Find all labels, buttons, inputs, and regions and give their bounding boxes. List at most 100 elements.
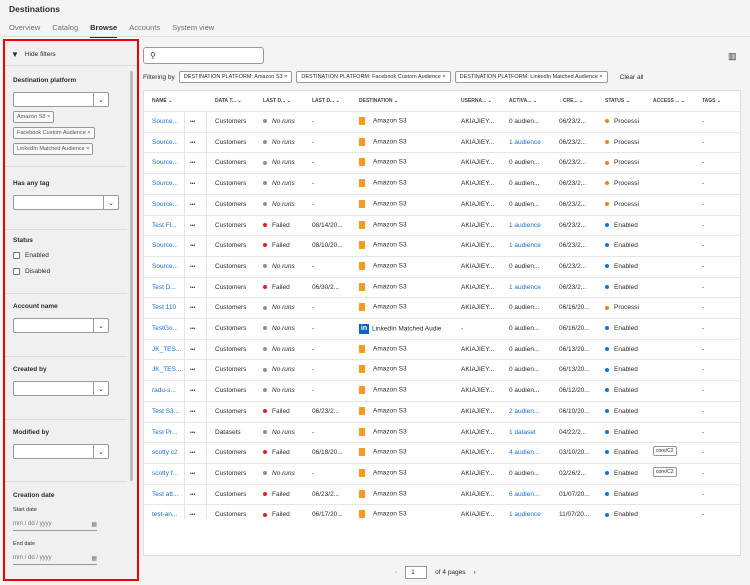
more-actions-icon[interactable]: ••• — [190, 491, 196, 498]
cell-name[interactable]: TestGo... — [152, 325, 179, 332]
more-actions-icon[interactable]: ••• — [190, 201, 196, 208]
calendar-icon[interactable]: ▦ — [91, 521, 97, 528]
search-input[interactable]: ⚲ — [143, 47, 264, 64]
cell-name[interactable]: Test att... — [152, 490, 179, 498]
table-row[interactable]: Source... Customers Failed 08/10/20... Amazo… — [144, 235, 740, 256]
tab-browse[interactable]: Browse — [90, 23, 118, 38]
tab-catalog[interactable]: Catalog — [52, 23, 79, 32]
column-header-tags[interactable]: TAGS ⌄ — [702, 98, 722, 104]
status-disabled-checkbox[interactable]: Disabled — [13, 268, 125, 275]
table-row[interactable]: Source... Customers No runs - Amazon S3 AKIAJ… — [144, 111, 740, 132]
column-header-destination[interactable]: DESTINATION ⌄ — [359, 98, 399, 104]
cell-name[interactable]: Test S3... — [152, 407, 180, 415]
column-header-activated[interactable]: ACTIVA... ⌄ — [509, 98, 538, 104]
end-date-input[interactable]: mm / dd / yyyy ▦ — [13, 552, 97, 565]
hide-filters-button[interactable]: ▼ Hide filters — [11, 50, 56, 59]
cell-activated[interactable]: 1 dataset — [509, 428, 536, 436]
more-actions-icon[interactable]: ••• — [190, 243, 196, 250]
cell-name[interactable]: Test Pr... — [152, 428, 178, 436]
page-input[interactable]: 1 — [405, 566, 428, 579]
account-name-combobox[interactable]: ⌄ — [13, 318, 109, 333]
chevron-down-icon[interactable]: ⌄ — [103, 196, 118, 209]
cell-name[interactable]: Test D... — [152, 283, 176, 291]
column-header-data-type[interactable]: DATA T... ⌄ — [215, 98, 242, 104]
column-header-created[interactable]: ↓ CRE... ⌄ — [559, 98, 584, 104]
cell-activated[interactable]: 1 audience — [509, 221, 541, 229]
table-row[interactable]: Source... Customers No runs - Amazon S3 AKIAJ… — [144, 152, 740, 173]
chevron-left-icon[interactable]: ‹ — [395, 569, 398, 576]
column-header-last-dataflow-status[interactable]: LAST D... ⌄ — [263, 98, 291, 104]
start-date-input[interactable]: mm / dd / yyyy ▦ — [13, 518, 97, 531]
close-icon[interactable]: × — [86, 146, 90, 152]
more-actions-icon[interactable]: ••• — [190, 346, 196, 353]
cell-name[interactable]: JK_TES... — [152, 345, 182, 353]
cell-activated[interactable]: 1 audience — [509, 138, 541, 146]
table-row[interactable]: radu-s... Customers No runs - Amazon S3 AKIAJ… — [144, 380, 740, 401]
table-row[interactable]: JK_TES... Customers No runs - Amazon S3 AKIAJ… — [144, 338, 740, 360]
close-icon[interactable]: × — [46, 114, 51, 120]
tab-overview[interactable]: Overview — [9, 23, 41, 32]
tab-system-view[interactable]: System view — [172, 23, 215, 32]
more-actions-icon[interactable]: ••• — [190, 160, 196, 167]
calendar-icon[interactable]: ▦ — [91, 555, 97, 562]
cell-name[interactable]: Source... — [152, 262, 179, 270]
more-actions-icon[interactable]: ••• — [190, 222, 196, 229]
table-row[interactable]: Test D... Customers Failed 06/30/2... Amazon… — [144, 276, 740, 298]
cell-activated[interactable]: 4 audien... — [509, 449, 540, 457]
column-header-username[interactable]: USERNA... ⌄ — [461, 98, 492, 104]
destination-platform-combobox[interactable]: ⌄ — [13, 92, 109, 107]
table-row[interactable]: Source... Customers No runs - Amazon S3 AKIAJ… — [144, 173, 740, 194]
more-actions-icon[interactable]: ••• — [190, 263, 196, 270]
cell-activated[interactable]: 1 audience — [509, 242, 541, 250]
cell-name[interactable]: scotty f... — [152, 469, 179, 477]
more-actions-icon[interactable]: ••• — [190, 284, 196, 291]
cell-activated[interactable]: 6 audien... — [509, 490, 540, 498]
more-actions-icon[interactable]: ••• — [190, 512, 196, 519]
cell-name[interactable]: Source... — [152, 118, 179, 125]
chevron-down-icon[interactable]: ⌄ — [93, 319, 108, 332]
more-actions-icon[interactable]: ••• — [190, 367, 196, 374]
table-row[interactable]: test-an... Customers Failed 06/17/20... Amaz… — [144, 504, 740, 525]
column-header-status[interactable]: STATUS ⌄ — [605, 98, 630, 104]
table-row[interactable]: Source... Customers No runs - Amazon S3 AKIAJ… — [144, 131, 740, 153]
column-settings-icon[interactable]: ▥ — [728, 51, 737, 61]
cell-name[interactable]: Source... — [152, 159, 179, 167]
cell-name[interactable]: scotty c2 — [152, 449, 178, 457]
has-tag-combobox[interactable]: ⌄ — [13, 195, 119, 210]
more-actions-icon[interactable]: ••• — [190, 139, 196, 146]
tab-accounts[interactable]: Accounts — [129, 23, 161, 32]
cell-name[interactable]: Test 110 — [152, 304, 177, 312]
column-header-name[interactable]: NAME ⌄ — [152, 98, 173, 104]
cell-activated[interactable]: 1 audience — [509, 511, 541, 519]
table-row[interactable]: scotty f... Customers No runs - Amazon S3 AKI… — [144, 462, 740, 484]
table-row[interactable]: Test Fl... Customers Failed 08/14/20... Amaz… — [144, 214, 740, 236]
close-icon[interactable]: × — [442, 74, 446, 80]
cell-name[interactable]: Source... — [152, 138, 179, 146]
table-row[interactable]: Test S3... Customers Failed 06/23/2... Amazo… — [144, 400, 740, 422]
created-by-combobox[interactable]: ⌄ — [13, 381, 109, 396]
cell-name[interactable]: test-an... — [152, 511, 178, 519]
cell-activated[interactable]: 1 audience — [509, 283, 541, 291]
chevron-down-icon[interactable]: ⌄ — [93, 93, 108, 106]
clear-all-button[interactable]: Clear all — [619, 73, 644, 81]
close-icon[interactable]: × — [599, 74, 603, 80]
table-row[interactable]: Test Pr... Datasets No runs - Amazon S3 AKIAJ… — [144, 421, 740, 443]
table-row[interactable]: Test att... Customers Failed 06/23/2... Amaz… — [144, 483, 740, 505]
more-actions-icon[interactable]: ••• — [190, 119, 196, 125]
chevron-down-icon[interactable]: ⌄ — [93, 445, 108, 458]
table-row[interactable]: Source... Customers No runs - Amazon S3 AKIAJ… — [144, 193, 740, 215]
table-row[interactable]: scotty c2 Customers Failed 06/18/20... Amazo… — [144, 442, 740, 463]
cell-name[interactable]: Source... — [152, 242, 179, 250]
more-actions-icon[interactable]: ••• — [190, 326, 196, 332]
table-row[interactable]: TestGo... Customers No runs - in LinkedIn Mat… — [144, 318, 740, 339]
cell-activated[interactable]: 2 audien... — [509, 407, 540, 415]
more-actions-icon[interactable]: ••• — [190, 470, 196, 477]
status-enabled-checkbox[interactable]: Enabled — [13, 252, 125, 259]
cell-name[interactable]: JK_TES... — [152, 366, 182, 374]
more-actions-icon[interactable]: ••• — [190, 388, 196, 395]
more-actions-icon[interactable]: ••• — [190, 408, 196, 415]
more-actions-icon[interactable]: ••• — [190, 305, 196, 312]
more-actions-icon[interactable]: ••• — [190, 429, 196, 436]
table-row[interactable]: Source... Customers No runs - Amazon S3 AKIAJ… — [144, 255, 740, 277]
chevron-right-icon[interactable]: › — [473, 569, 476, 576]
